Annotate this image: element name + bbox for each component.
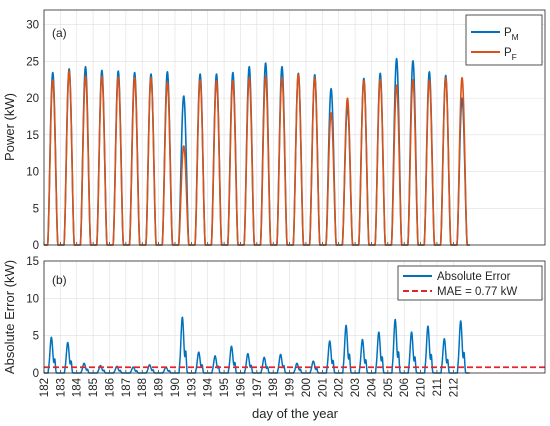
power-panel-label: (a) — [52, 26, 67, 40]
power-y-tick-label: 20 — [26, 93, 39, 105]
error-axes-box — [43, 260, 546, 374]
power-y-tick-label: 15 — [26, 130, 39, 142]
day-tick-label: 197 — [252, 378, 264, 397]
legend-pf-label: PF — [504, 47, 517, 62]
legend-abs-error-label: Absolute Error — [437, 271, 511, 283]
day-tick-label: 183 — [55, 378, 67, 397]
error-legend: Absolute Error MAE = 0.77 kW — [397, 265, 543, 301]
day-tick-label: 186 — [104, 378, 116, 397]
day-tick-label: 187 — [121, 378, 133, 397]
power-y-tick-label: 10 — [26, 167, 39, 179]
day-tick-label: 184 — [72, 377, 84, 397]
error-panel-label: (b) — [52, 273, 67, 287]
day-tick-label: 200 — [301, 378, 313, 397]
day-tick-label: 204 — [366, 377, 378, 397]
power-y-tick-label: 5 — [33, 203, 39, 215]
power-y-tick-label: 25 — [26, 56, 39, 68]
error-y-tick-label: 15 — [26, 256, 39, 268]
power-legend: PM PF — [465, 14, 543, 66]
day-tick-label: 196 — [235, 378, 247, 397]
day-tick-label: 211 — [432, 378, 444, 396]
day-tick-label: 194 — [203, 377, 215, 397]
day-tick-label: 190 — [170, 378, 182, 397]
day-tick-label: 203 — [350, 378, 362, 397]
day-tick-label: 202 — [334, 378, 346, 397]
power-y-axis-title: Power (kW) — [2, 93, 17, 161]
day-tick-labels: 182 183 184 185 186 187 188 189 190 193 194 195 196 1… — [39, 377, 460, 397]
power-grid — [43, 10, 545, 246]
day-tick-label: 210 — [416, 378, 428, 397]
day-tick-label: 212 — [448, 378, 460, 397]
error-y-tick-label: 0 — [33, 368, 39, 380]
day-tick-label: 205 — [383, 378, 395, 397]
error-y-tick-label: 5 — [33, 331, 39, 343]
day-tick-label: 189 — [154, 378, 166, 397]
legend-pm-label: PM — [504, 27, 519, 42]
legend-mae-label: MAE = 0.77 kW — [437, 286, 517, 298]
day-tick-label: 198 — [268, 378, 280, 397]
day-tick-label: 206 — [399, 378, 411, 397]
power-y-tick-labels: 0 5 10 15 20 25 30 — [26, 20, 39, 252]
error-y-tick-label: 10 — [26, 293, 39, 305]
day-tick-label: 195 — [219, 378, 231, 397]
error-y-tick-labels: 0 5 10 15 — [26, 256, 39, 380]
error-chart: 0 5 10 15 (b) Absolute Error (kW) 182 183 184… — [2, 256, 546, 421]
error-y-axis-title: Absolute Error (kW) — [2, 260, 17, 374]
day-tick-label: 185 — [88, 378, 100, 397]
day-tick-label: 188 — [137, 378, 149, 397]
power-chart: 0 5 10 15 20 25 30 (a) Power (kW) PM PF — [2, 9, 546, 252]
day-tick-label: 199 — [285, 378, 297, 397]
day-tick-label: 201 — [317, 378, 329, 397]
day-tick-label: 193 — [186, 378, 198, 397]
day-tick-label: 182 — [39, 378, 51, 397]
x-axis-title: day of the year — [252, 406, 339, 421]
power-y-tick-label: 0 — [33, 240, 39, 252]
power-y-tick-label: 30 — [26, 20, 39, 32]
power-axes-box — [43, 9, 546, 246]
